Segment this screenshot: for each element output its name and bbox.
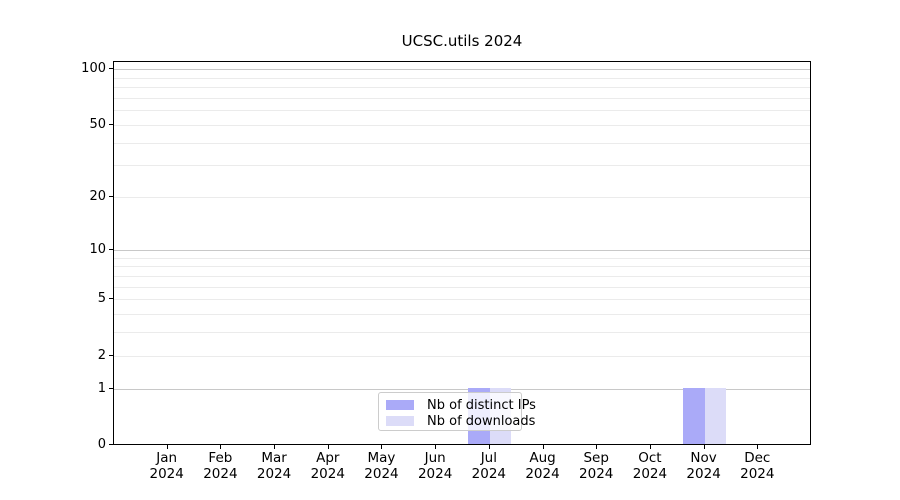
y-tick-label-5: 5: [97, 291, 106, 307]
minor-gridline-20: [114, 197, 810, 199]
y-tick-100: [109, 68, 113, 70]
x-tick-label-dec: Dec 2024: [740, 450, 775, 482]
minor-gridline-6: [114, 286, 810, 288]
x-tick-jan: [166, 445, 168, 449]
x-tick-oct: [649, 445, 651, 449]
minor-gridline-30: [114, 165, 810, 167]
bar-nov-distinct-ips: [683, 387, 705, 444]
minor-gridline-8: [114, 266, 810, 268]
y-tick-10: [109, 248, 113, 250]
legend-swatch-0: [386, 400, 414, 410]
x-tick-may: [381, 445, 383, 449]
minor-gridline-7: [114, 275, 810, 277]
minor-gridline-3: [114, 332, 810, 334]
x-tick-label-sep: Sep 2024: [579, 450, 614, 482]
minor-gridline-2: [114, 355, 810, 357]
legend-label-0: Nb of distinct IPs: [427, 397, 536, 413]
y-tick-label-50: 50: [89, 116, 106, 132]
x-tick-label-mar: Mar 2024: [256, 450, 292, 482]
x-tick-label-aug: Aug 2024: [525, 450, 560, 482]
x-tick-jul: [488, 445, 490, 449]
x-tick-label-apr: Apr 2024: [310, 450, 345, 482]
y-tick-50: [109, 123, 113, 125]
legend-label-1: Nb of downloads: [427, 413, 536, 429]
minor-gridline-80: [114, 87, 810, 89]
y-tick-label-10: 10: [89, 241, 106, 257]
y-tick-label-1: 1: [97, 380, 106, 396]
y-tick-0: [109, 444, 113, 445]
y-tick-label-100: 100: [81, 61, 106, 77]
x-tick-label-jan: Jan 2024: [149, 450, 184, 482]
x-tick-feb: [220, 445, 222, 449]
x-tick-label-may: May 2024: [364, 450, 399, 482]
bar-nov-downloads: [704, 387, 727, 444]
minor-gridline-60: [114, 110, 810, 112]
minor-gridline-40: [114, 142, 810, 144]
plot-area: [113, 61, 811, 445]
x-tick-label-oct: Oct 2024: [632, 450, 668, 482]
legend: Nb of distinct IPs Nb of downloads: [378, 392, 536, 431]
y-tick-label-20: 20: [89, 189, 106, 205]
y-tick-label-2: 2: [97, 347, 106, 363]
major-gridline-10: [114, 249, 810, 251]
legend-swatch-1: [386, 416, 414, 426]
x-tick-sep: [596, 445, 598, 449]
x-tick-nov: [703, 445, 705, 449]
x-tick-label-jun: Jun 2024: [417, 450, 453, 482]
major-gridline-1: [114, 388, 810, 390]
x-tick-label-jul: Jul 2024: [471, 450, 507, 482]
minor-gridline-9: [114, 257, 810, 259]
y-tick-label-0: 0: [97, 437, 106, 452]
x-tick-label-feb: Feb 2024: [203, 450, 238, 482]
x-tick-dec: [757, 445, 759, 449]
minor-gridline-50: [114, 124, 810, 126]
major-gridline-100: [114, 69, 810, 71]
x-tick-apr: [327, 445, 329, 449]
minor-gridline-5: [114, 299, 810, 301]
minor-gridline-4: [114, 313, 810, 315]
x-tick-jun: [435, 445, 437, 449]
legend-item-1: Nb of downloads: [386, 413, 535, 429]
x-tick-mar: [274, 445, 276, 449]
y-tick-2: [109, 354, 113, 356]
legend-item-0: Nb of distinct IPs: [386, 397, 536, 413]
minor-gridline-90: [114, 77, 810, 79]
y-tick-5: [109, 298, 113, 300]
y-tick-1: [109, 387, 113, 389]
minor-gridline-70: [114, 97, 810, 99]
x-tick-label-nov: Nov 2024: [686, 450, 721, 482]
y-tick-20: [109, 196, 113, 198]
chart-title: UCSC.utils 2024: [401, 32, 523, 50]
x-tick-aug: [542, 445, 544, 449]
